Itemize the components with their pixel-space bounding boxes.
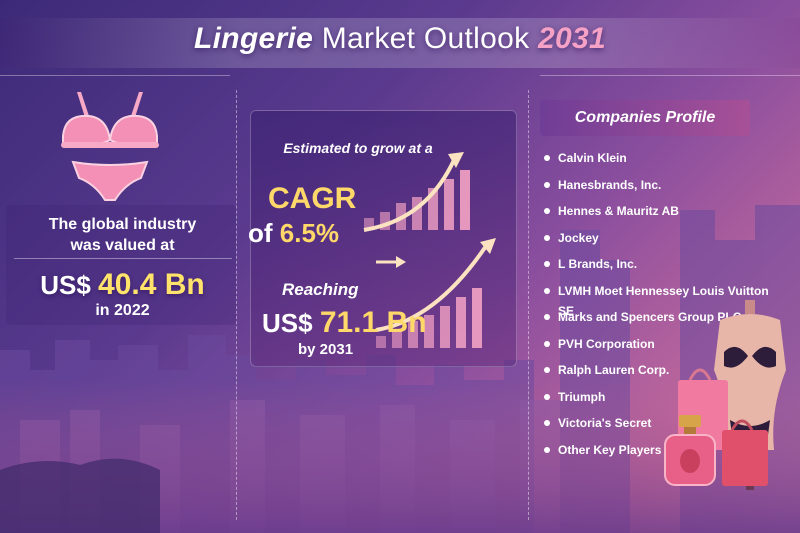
divider-right — [540, 75, 800, 76]
reach-text: Reaching — [282, 280, 359, 299]
bars-bottom-bar — [392, 330, 402, 348]
cagr-value: of 6.5% — [248, 218, 339, 249]
growth-bars-top — [364, 170, 470, 230]
title-word-lingerie: Lingerie — [194, 22, 314, 55]
intro-line-1: The global industry — [48, 216, 197, 233]
value-year: in 2022 — [95, 302, 150, 319]
forecast-currency: US$ — [262, 308, 313, 338]
bars-bottom-bar — [456, 297, 466, 348]
company-item: LVMH Moet Hennessey Louis Vuitton SE — [540, 281, 780, 318]
bars-top-bar — [428, 188, 438, 230]
small-arrow-head — [396, 256, 406, 268]
bars-top-bar — [380, 212, 390, 230]
forecast-value: US$ 71.1 Bn — [262, 306, 427, 340]
forecast-amount: 71.1 Bn — [319, 306, 427, 339]
divider-left — [0, 75, 230, 76]
bars-bottom-bar — [424, 315, 434, 348]
cagr-prefix: of — [248, 218, 273, 248]
bars-bottom-bar — [408, 321, 418, 348]
bars-top-bar — [364, 218, 374, 230]
bars-top-bar — [460, 170, 470, 230]
cagr-number: 6.5% — [279, 218, 340, 248]
bars-top-bar — [412, 197, 422, 230]
company-item: Ralph Lauren Corp. — [540, 360, 780, 387]
growth-chart — [363, 152, 496, 348]
bars-bottom-bar — [472, 288, 482, 348]
company-item: Victoria's Secret — [540, 413, 780, 440]
page-title: Lingerie Market Outlook 2031 — [0, 22, 800, 56]
growth-arrow-icon-2 — [375, 244, 488, 332]
company-item: Calvin Klein — [540, 148, 780, 175]
companies-profile-title: Companies Profile — [540, 100, 750, 136]
growth-bars-bottom — [376, 288, 482, 348]
bars-bottom-bar — [376, 336, 386, 348]
growth-arrow-head-2 — [480, 238, 496, 254]
estimate-text: Estimated to grow at a — [283, 140, 433, 156]
forecast-year: by 2031 — [298, 341, 354, 358]
company-item: PVH Corporation — [540, 334, 780, 361]
bra-icon — [61, 92, 159, 201]
perfume-icon — [664, 415, 716, 486]
company-item: Other Key Players — [540, 440, 780, 467]
company-item: Jockey — [540, 228, 780, 255]
valuation-separator — [14, 258, 232, 259]
company-item: Triumph — [540, 387, 780, 414]
title-word-market-outlook: Market Outlook — [321, 22, 530, 55]
bars-top-bar — [444, 179, 454, 230]
cagr-label: CAGR — [268, 182, 357, 215]
header-band — [0, 18, 800, 68]
company-item: Hanesbrands, Inc. — [540, 175, 780, 202]
valuation-box — [6, 205, 236, 325]
company-item: Hennes & Mauritz AB — [540, 201, 780, 228]
growth-arrow-head — [448, 152, 464, 168]
intro-text: The global industry was valued at — [10, 214, 235, 256]
bars-bottom-bar — [440, 306, 450, 348]
divider-vertical-left — [236, 90, 237, 520]
company-list: Calvin Klein Hanesbrands, Inc. Hennes & Ma… — [540, 148, 780, 466]
currency-label: US$ — [40, 270, 91, 300]
growth-arrow-icon — [363, 159, 456, 232]
company-item: L Brands, Inc. — [540, 254, 780, 281]
market-value-2022: US$ 40.4 Bn — [10, 268, 235, 302]
divider-vertical-right — [528, 90, 529, 520]
title-year: 2031 — [538, 22, 606, 55]
market-value-amount: 40.4 Bn — [98, 268, 205, 301]
company-item: Marks and Spencers Group PLC — [540, 307, 780, 334]
intro-line-2: was valued at — [70, 237, 175, 254]
